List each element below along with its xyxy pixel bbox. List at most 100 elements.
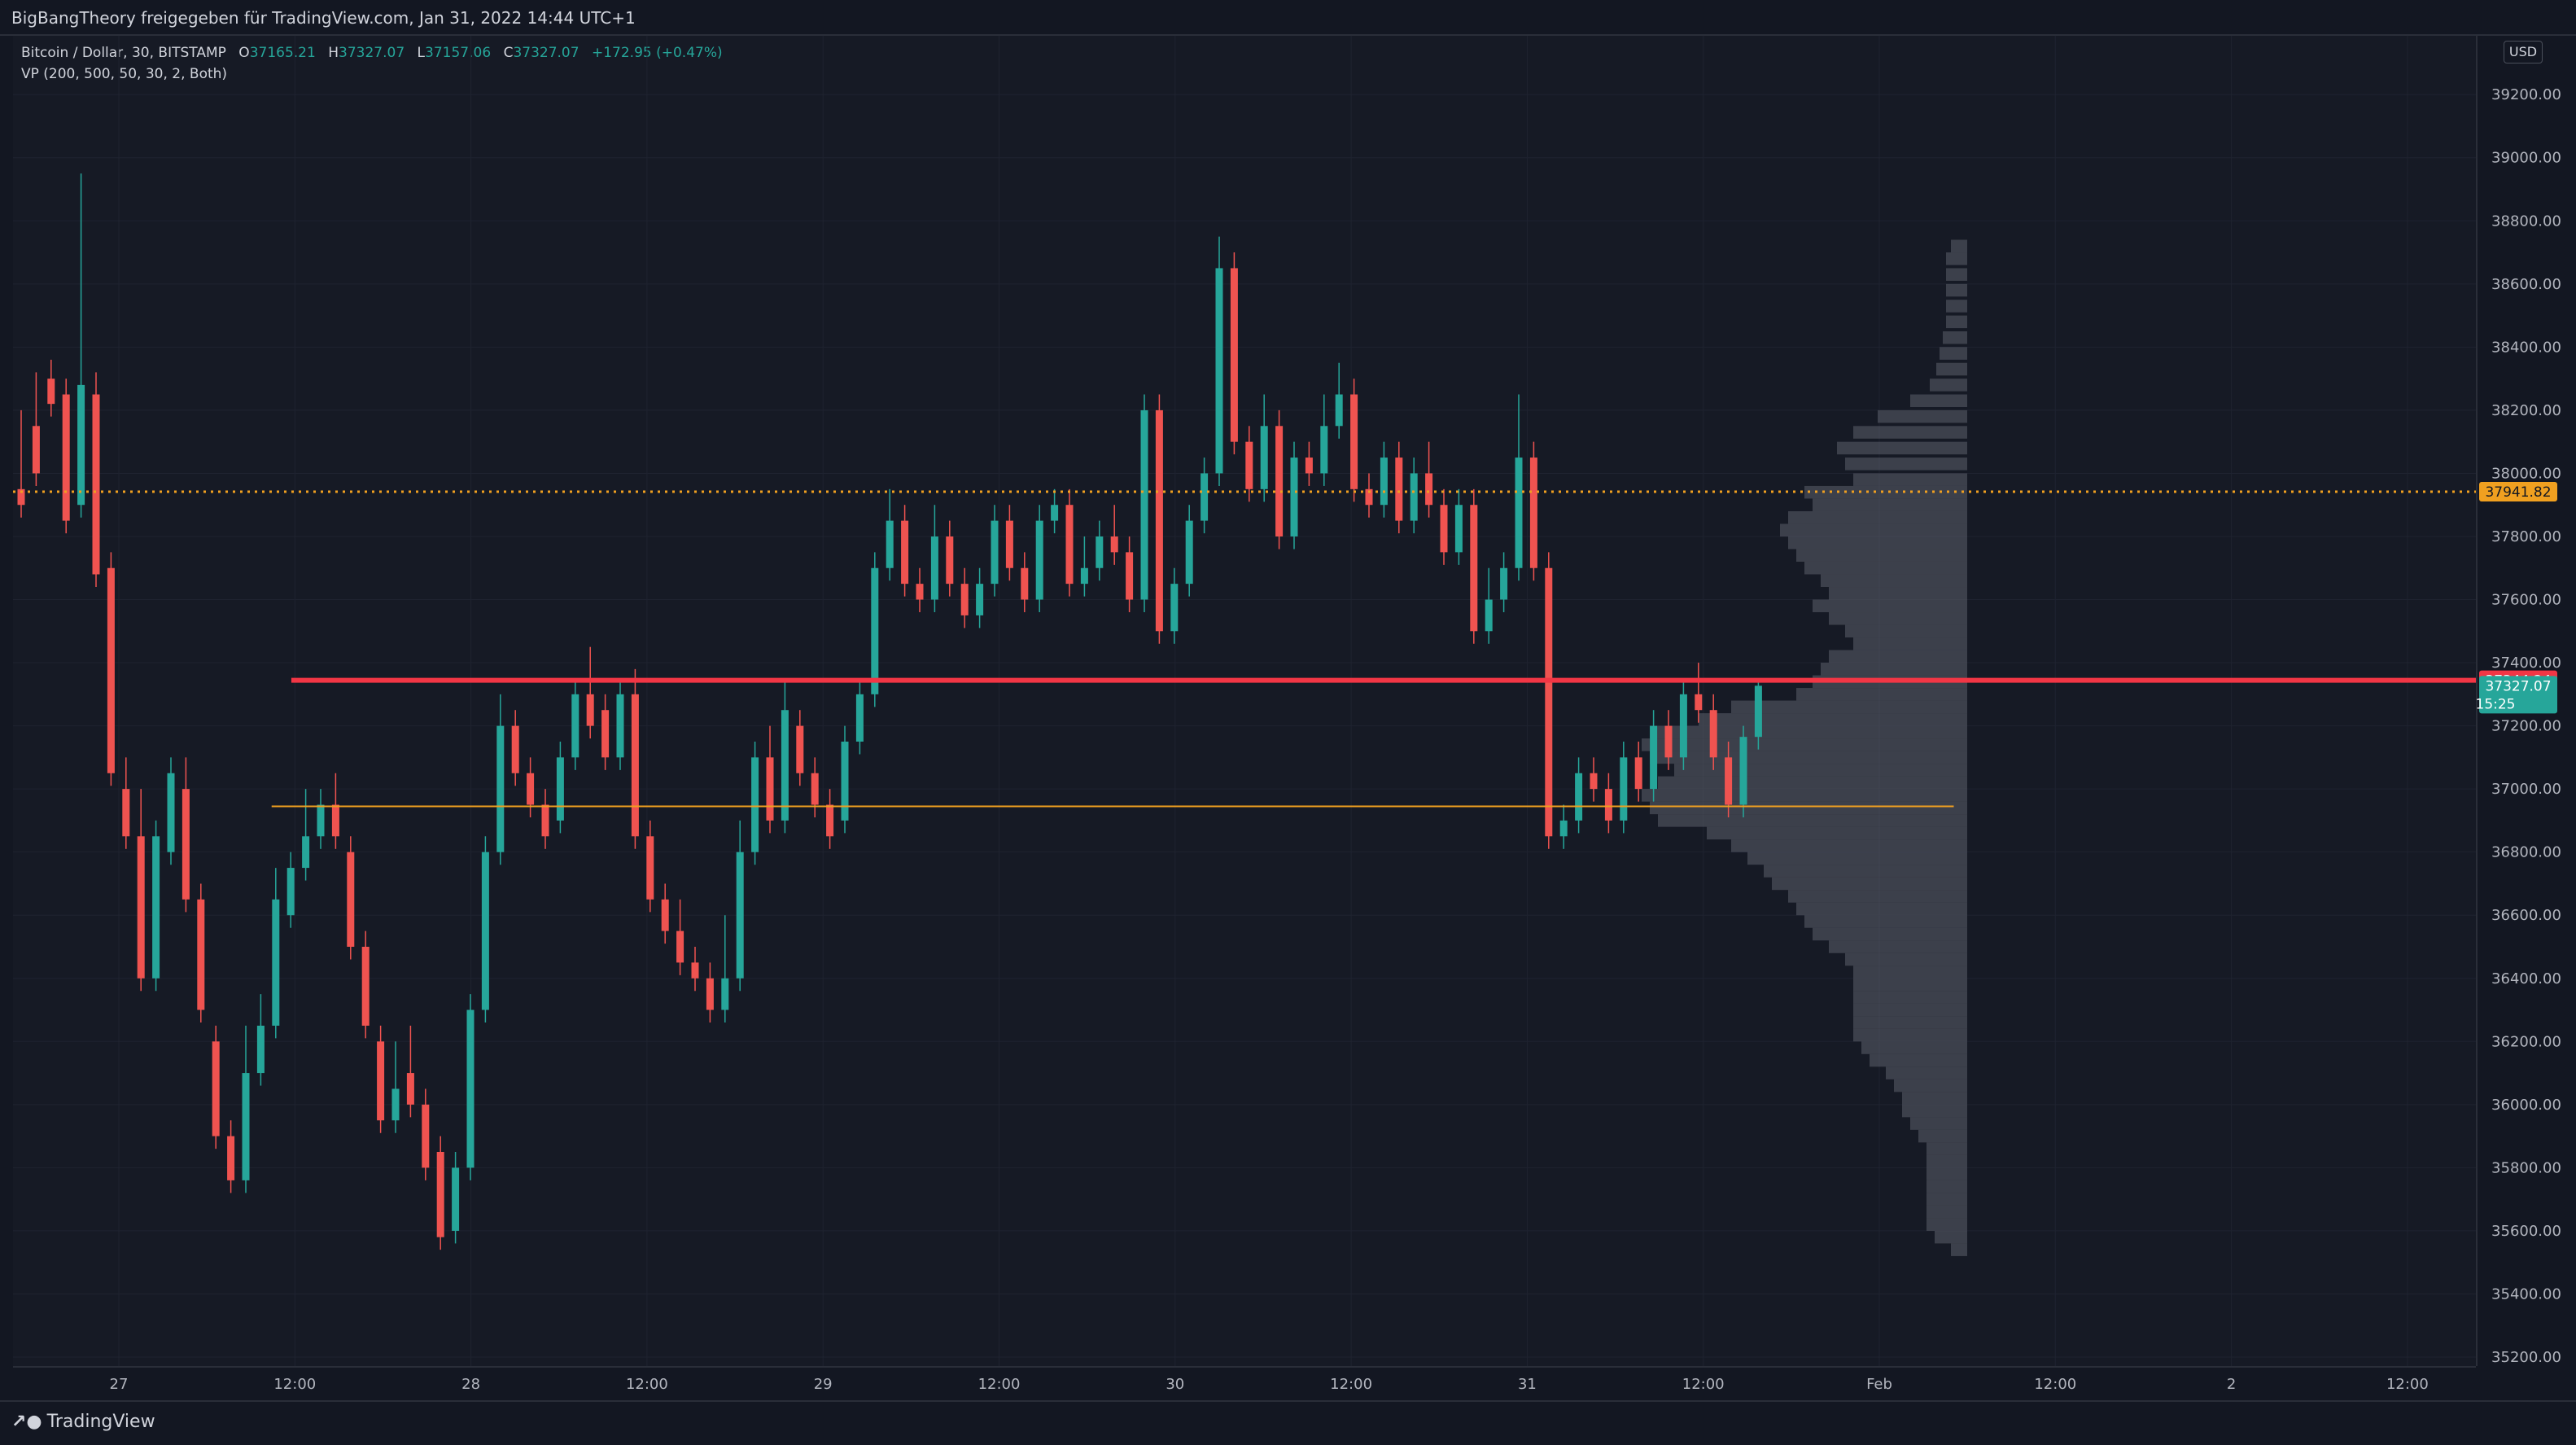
- candle-body: [751, 757, 759, 852]
- candle-body: [855, 694, 864, 742]
- y-tick-label: 39000.00: [2491, 150, 2561, 167]
- tradingview-logo-icon: ↗●: [11, 1412, 42, 1432]
- volume-profile-bar: [1699, 713, 1967, 726]
- volume-profile-bar: [1788, 510, 1967, 524]
- volume-profile-bar: [1780, 523, 1967, 536]
- candle-body: [227, 1136, 235, 1180]
- candle-body: [406, 1073, 414, 1105]
- candle-body: [930, 536, 938, 600]
- candle-body: [1185, 520, 1193, 585]
- candle-body: [1515, 458, 1523, 568]
- candle-body: [1725, 757, 1733, 805]
- candle-body: [1590, 773, 1598, 790]
- candle-body: [122, 789, 130, 837]
- volume-profile-bar: [1853, 1003, 1967, 1017]
- volume-profile-bar: [1821, 574, 1967, 588]
- candle-body: [1065, 505, 1074, 585]
- volume-profile-bar: [1878, 409, 1967, 423]
- chart-legend: Bitcoin / Dollar, 30, BITSTAMP O37165.21…: [21, 42, 723, 85]
- candle-body: [1155, 409, 1163, 632]
- volume-profile-bar: [1804, 561, 1967, 575]
- candle-body: [616, 694, 624, 758]
- close-value: 37327.07: [513, 45, 579, 61]
- candle-body: [466, 1009, 475, 1168]
- candle-body: [1350, 394, 1358, 489]
- volume-profile-bar: [1853, 1028, 1967, 1042]
- candle-body: [721, 978, 729, 1010]
- volume-profile-bar: [1918, 1129, 1967, 1143]
- volume-profile-bar: [1642, 738, 1967, 751]
- y-tick-label: 39200.00: [2491, 86, 2561, 103]
- volume-profile-bar: [1829, 612, 1967, 625]
- candle-body: [286, 868, 295, 916]
- x-tick-label: 12:00: [1682, 1376, 1725, 1393]
- volume-profile-bar: [1829, 650, 1967, 663]
- x-tick-label: 29: [814, 1376, 833, 1393]
- volume-profile-bar: [1894, 1079, 1967, 1093]
- candle-body: [92, 394, 100, 575]
- volume-profile-bar: [1845, 458, 1967, 471]
- y-tick-label: 38600.00: [2491, 276, 2561, 293]
- candle-body: [436, 1151, 444, 1237]
- x-tick-label: 12:00: [1330, 1376, 1372, 1393]
- candle-body: [1739, 737, 1747, 805]
- y-tick-label: 38400.00: [2491, 339, 2561, 356]
- candle-body: [1170, 584, 1179, 632]
- candle-body: [631, 694, 639, 837]
- volume-profile-bar: [1927, 1154, 1967, 1168]
- volume-profile-bar: [1910, 1117, 1967, 1130]
- x-tick-label: 12:00: [978, 1376, 1021, 1393]
- candle-body: [901, 520, 909, 585]
- candle-body: [1425, 473, 1433, 506]
- legend-row-indicator[interactable]: VP (200, 500, 50, 30, 2, Both): [21, 66, 228, 82]
- volume-profile-bar: [1927, 1193, 1967, 1206]
- volume-profile-bar: [1804, 485, 1967, 499]
- candle-body: [691, 962, 699, 979]
- y-tick-label: 37600.00: [2491, 592, 2561, 609]
- open-key: O: [238, 45, 250, 61]
- x-tick-label: 30: [1166, 1376, 1184, 1393]
- volume-profile-bar: [1796, 688, 1967, 701]
- candle-body: [1440, 505, 1448, 553]
- y-tick-label: 37000.00: [2491, 781, 2561, 798]
- volume-profile-bar: [1853, 978, 1967, 992]
- candle-body: [182, 789, 190, 900]
- open-value: 37165.21: [249, 45, 316, 61]
- currency-badge[interactable]: USD: [2504, 41, 2543, 63]
- volume-profile-bar: [1772, 877, 1967, 891]
- time-axis[interactable]: [13, 1366, 2476, 1402]
- candle-body: [1260, 426, 1268, 489]
- candle-body: [601, 710, 610, 758]
- candle-body: [1410, 473, 1418, 521]
- volume-profile-bar: [1813, 498, 1967, 511]
- x-tick-label: 27: [110, 1376, 129, 1393]
- volume-profile-bar: [1788, 536, 1967, 550]
- candle-body: [661, 899, 669, 931]
- x-tick-label: Feb: [1866, 1376, 1892, 1393]
- candle-body: [796, 725, 804, 773]
- candle-body: [1679, 694, 1687, 758]
- price-label-text: 37327.07: [2485, 678, 2551, 694]
- candle-body: [242, 1073, 250, 1180]
- volume-profile-bar: [1642, 789, 1967, 802]
- candle-body: [1754, 685, 1762, 738]
- y-tick-label: 36800.00: [2491, 844, 2561, 861]
- brand[interactable]: ↗● TradingView: [11, 1412, 155, 1432]
- candle-body: [167, 773, 175, 852]
- volume-profile-bar: [1902, 1092, 1967, 1105]
- candle-body: [256, 1025, 265, 1074]
- price-label-box: [2479, 481, 2557, 501]
- volume-profile-bar: [1764, 865, 1967, 878]
- candle-body: [1051, 505, 1059, 521]
- volume-profile-bar: [1946, 283, 1967, 297]
- volume-profile-bar: [1796, 902, 1967, 916]
- candle-body: [527, 773, 535, 805]
- x-tick-label: 12:00: [626, 1376, 668, 1393]
- legend-row-symbol: Bitcoin / Dollar, 30, BITSTAMP O37165.21…: [21, 42, 723, 63]
- candle-body: [1470, 505, 1478, 632]
- candle-body: [1664, 725, 1673, 758]
- volume-profile-bar: [1821, 663, 1967, 676]
- volume-profile-bar: [1788, 890, 1967, 903]
- volume-profile-bar: [1902, 1104, 1967, 1118]
